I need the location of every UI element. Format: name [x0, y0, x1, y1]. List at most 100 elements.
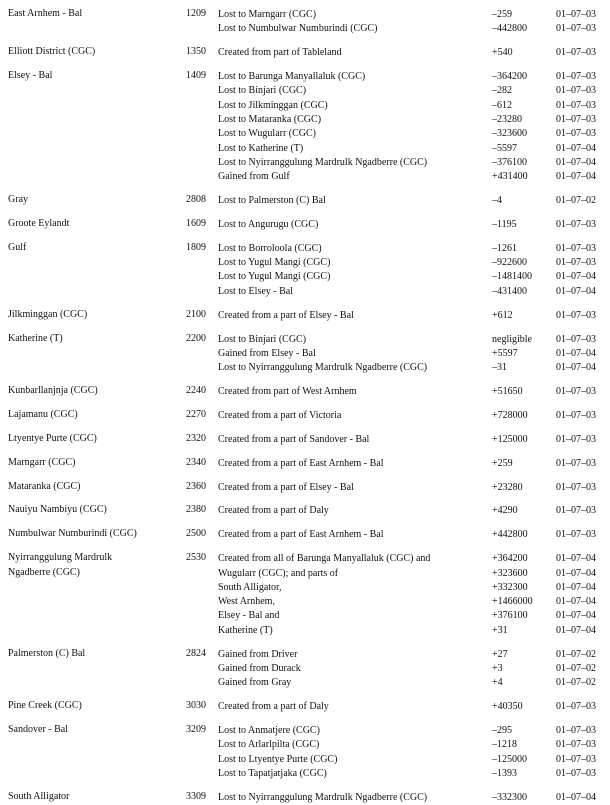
area-change: +51650	[492, 385, 523, 397]
area-name: Groote Eylandt	[8, 218, 69, 232]
change-date: 01–07–04	[556, 347, 596, 359]
area-code: 2360	[186, 480, 206, 492]
area-change: –282	[492, 85, 512, 97]
area-name-line: Jilkminggan (CGC)	[8, 308, 88, 320]
area-name: Nyirranggulung Mardrulk Ngadberre (CGC)	[8, 552, 112, 581]
area-change: –31	[492, 362, 507, 374]
change-date: 01–07–03	[556, 333, 596, 345]
change-row: Elsey - Bal and +376100 01–07–04	[0, 609, 610, 623]
change-description: Created from all of Barunga Manyallaluk …	[218, 553, 431, 565]
change-description: Gained from Gulf	[218, 171, 290, 183]
change-description: Lost to Nyirranggulung Mardrulk Ngadberr…	[218, 791, 428, 803]
table-entry: Kunbarllanjnja (CGC) 2240 Created from par…	[0, 385, 610, 399]
area-code: 2320	[186, 432, 206, 444]
change-description: Lost to Yugul Mangi (CGC)	[218, 271, 331, 283]
area-name-line: Kunbarllanjnja (CGC)	[8, 384, 98, 396]
change-description: Created from a part of Elsey - Bal	[218, 309, 354, 321]
change-description: Lost to Yugul Mangi (CGC)	[218, 257, 331, 269]
area-change: –1261	[492, 242, 517, 254]
area-code: 2530	[186, 552, 206, 564]
table-entry: East Arnhem - Bal 1209 Lost to Marngarr (C…	[0, 8, 610, 37]
change-date: 01–07–03	[556, 71, 596, 83]
change-row: Lost to Anmatjere (CGC) –295 01–07–03	[0, 724, 610, 738]
change-row: Gained from Gray +4 01–07–02	[0, 676, 610, 690]
change-description: Lost to Borroloola (CGC)	[218, 242, 322, 254]
change-row: Lost to Borroloola (CGC) –1261 01–07–03	[0, 242, 610, 256]
table-entry: Gray 2808 Lost to Palmerston (C) Bal –4 01–0…	[0, 194, 610, 208]
area-change: –4	[492, 195, 502, 207]
change-row: Lost to Elsey - Bal –431400 01–07–04	[0, 285, 610, 299]
change-date: 01–07–03	[556, 309, 596, 321]
change-description: Lost to Mataranka (CGC)	[218, 113, 322, 125]
table-entry: Groote Eylandt 1609 Lost to Angurugu (CGC)…	[0, 218, 610, 232]
change-date: 01–07–03	[556, 505, 596, 517]
area-change: +540	[492, 47, 513, 59]
area-change: +323600	[492, 567, 528, 579]
change-date: 01–07–03	[556, 128, 596, 140]
area-name-line: Elliott District (CGC)	[8, 46, 96, 58]
area-name: Gray	[8, 194, 28, 208]
change-row: Created from all of Barunga Manyallaluk …	[0, 552, 610, 566]
area-name: Elsey - Bal	[8, 70, 52, 84]
change-date: 01–07–02	[556, 677, 596, 689]
change-date: 01–07–03	[556, 218, 596, 230]
area-code: 1409	[186, 70, 206, 82]
area-name: Ltyentye Purte (CGC)	[8, 433, 97, 447]
change-date: 01–07–03	[556, 257, 596, 269]
change-date: 01–07–04	[556, 553, 596, 565]
area-change: –295	[492, 724, 512, 736]
change-description: Lost to Jilkminggan (CGC)	[218, 99, 328, 111]
area-code: 2270	[186, 408, 206, 420]
table-entry: Mataranka (CGC) 2360 Created from a part o…	[0, 481, 610, 495]
area-name-line: Numbulwar Numburindi (CGC)	[8, 528, 137, 540]
area-change: +4290	[492, 505, 518, 517]
area-name: Nauiyu Nambiyu (CGC)	[8, 504, 107, 518]
table-entry: Ltyentye Purte (CGC) 2320 Created from a p…	[0, 433, 610, 447]
change-row: Gained from Gulf +431400 01–07–04	[0, 170, 610, 184]
change-date: 01–07–03	[556, 85, 596, 97]
change-date: 01–07–02	[556, 648, 596, 660]
change-description: Created from part of West Arnhem	[218, 385, 357, 397]
area-name-line: Groote Eylandt	[8, 217, 70, 229]
table-entry: Gulf 1809 Lost to Borroloola (CGC) –1261 01–…	[0, 242, 610, 299]
change-description: Lost to Palmerston (C) Bal	[218, 195, 326, 207]
change-description: Created from a part of Sandover - Bal	[218, 433, 370, 445]
change-description: Created from a part of East Arnhem - Bal	[218, 529, 384, 541]
area-change: +5597	[492, 347, 518, 359]
area-change: +4	[492, 677, 503, 689]
change-description: Lost to Nyirranggulung Mardrulk Ngadberr…	[218, 156, 428, 168]
change-date: 01–07–03	[556, 739, 596, 751]
area-name-line: Elsey - Bal	[8, 70, 53, 82]
area-change: +40350	[492, 701, 523, 713]
change-row: Katherine (T) +31 01–07–04	[0, 624, 610, 638]
area-code: 2100	[186, 308, 206, 320]
change-row: West Arnhem, +1466000 01–07–04	[0, 595, 610, 609]
table-entry: Palmerston (C) Bal 2824 Gained from Driver…	[0, 648, 610, 691]
area-name: Pine Creek (CGC)	[8, 700, 82, 714]
table-entry: Sandover - Bal 3209 Lost to Anmatjere (CGC…	[0, 724, 610, 781]
change-date: 01–07–04	[556, 171, 596, 183]
change-date: 01–07–04	[556, 142, 596, 154]
change-row: Lost to Angurugu (CGC) –1195 01–07–03	[0, 218, 610, 232]
table-entry: Elsey - Bal 1409 Lost to Barunga Manyallal…	[0, 70, 610, 184]
area-change: –1481400	[492, 271, 532, 283]
area-name-line: Gulf	[8, 241, 27, 253]
area-name: Palmerston (C) Bal	[8, 648, 85, 662]
change-description: Created from part of Tableland	[218, 47, 342, 59]
table-entry: Jilkminggan (CGC) 2100 Created from a part…	[0, 309, 610, 323]
change-row: Created from part of West Arnhem +51650 01…	[0, 385, 610, 399]
area-change: –125000	[492, 753, 527, 765]
change-description: Lost to Ltyentye Purte (CGC)	[218, 753, 338, 765]
area-change: +27	[492, 648, 508, 660]
table-entry: Elliott District (CGC) 1350 Created from p…	[0, 46, 610, 60]
area-change: +1466000	[492, 596, 533, 608]
table-entry: Katherine (T) 2200 Lost to Binjari (CGC) ne…	[0, 333, 610, 376]
change-description: Lost to Tapatjatjaka (CGC)	[218, 767, 327, 779]
change-date: 01–07–03	[556, 724, 596, 736]
change-description: Lost to Barunga Manyallaluk (CGC)	[218, 71, 366, 83]
area-code: 1809	[186, 241, 206, 253]
area-name: Sandover - Bal	[8, 724, 68, 738]
change-description: Katherine (T)	[218, 624, 273, 636]
area-change: +728000	[492, 409, 528, 421]
